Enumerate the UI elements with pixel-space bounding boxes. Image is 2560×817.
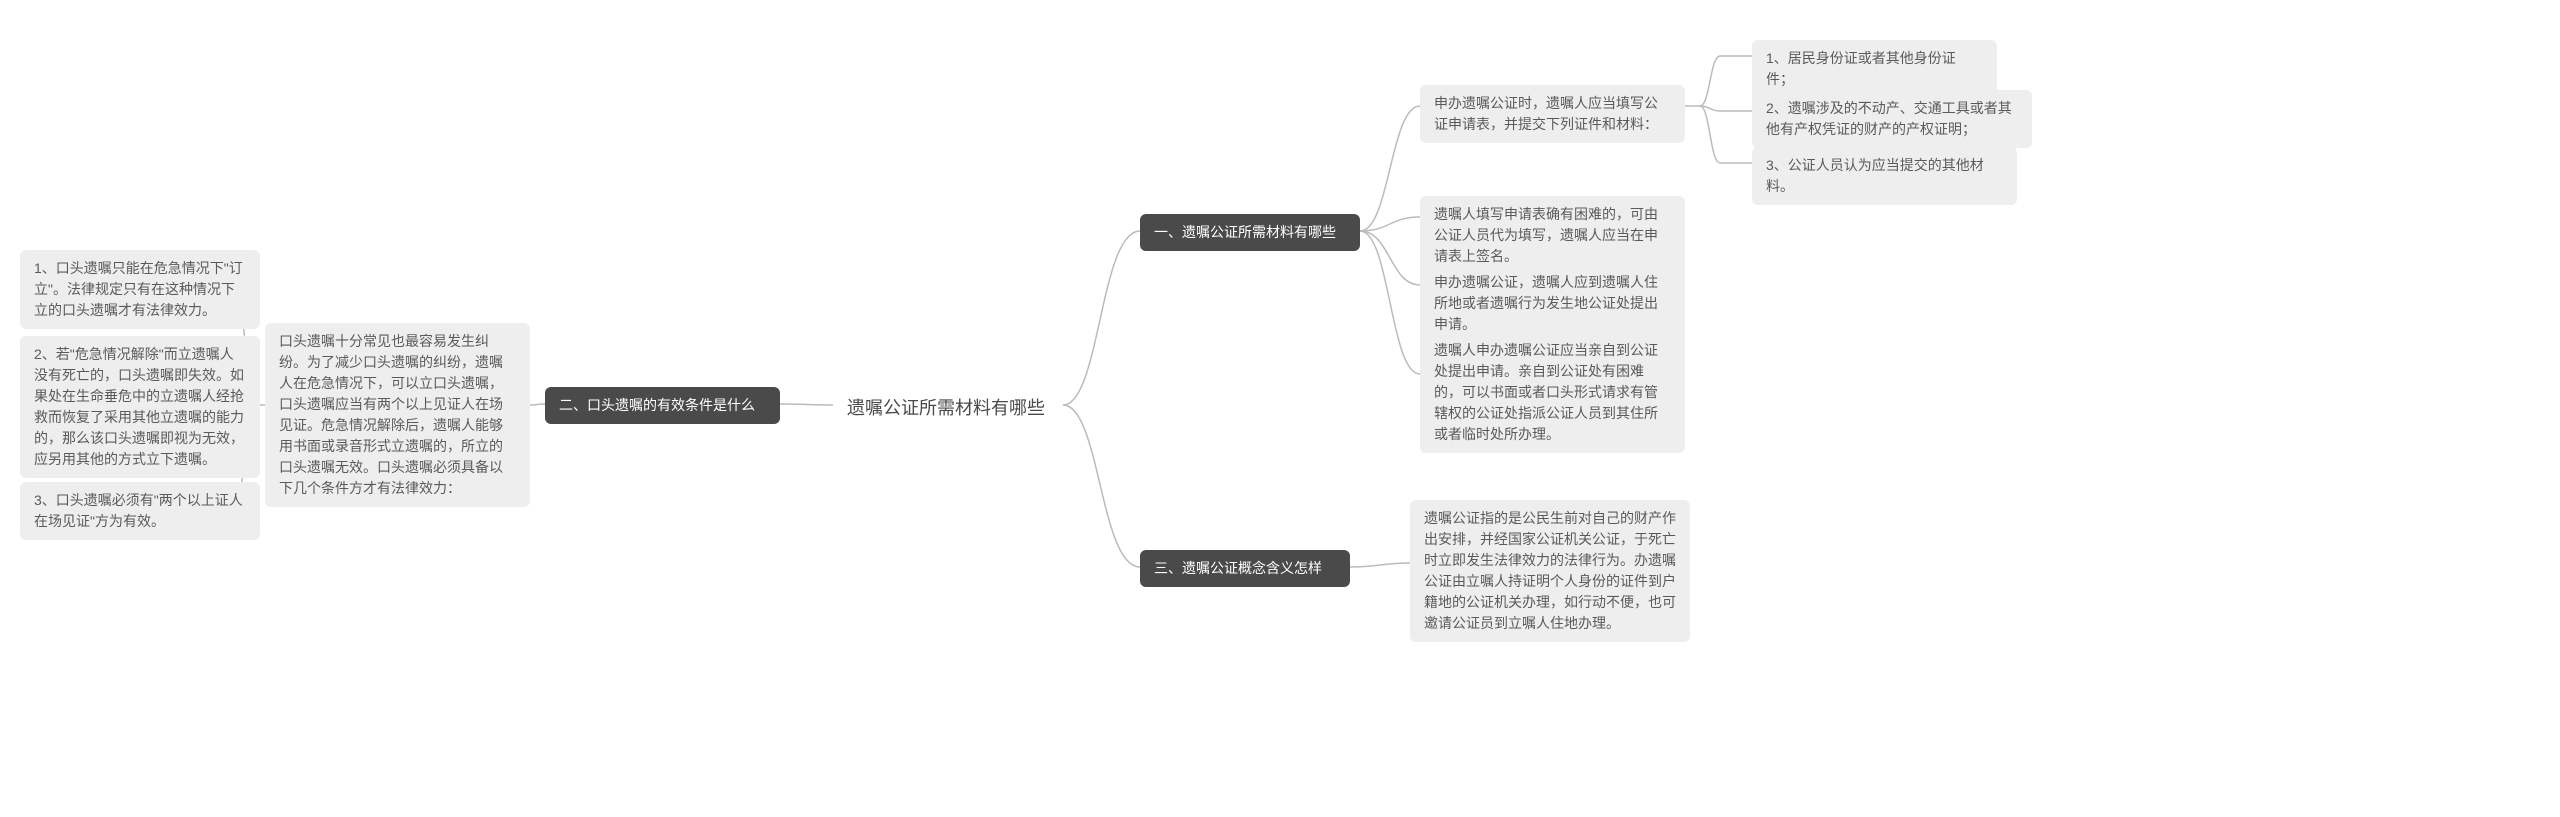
node-r1-1-3: 3、公证人员认为应当提交的其他材料。 xyxy=(1752,147,2017,205)
node-r1-4: 遗嘱人申办遗嘱公证应当亲自到公证处提出申请。亲自到公证处有困难的，可以书面或者口… xyxy=(1420,332,1685,453)
node-l1-1: 1、口头遗嘱只能在危急情况下"订立"。法律规定只有在这种情况下立的口头遗嘱才有法… xyxy=(20,250,260,329)
node-l1-3: 3、口头遗嘱必须有"两个以上证人在场见证"方为有效。 xyxy=(20,482,260,540)
branch-r2: 三、遗嘱公证概念含义怎样 xyxy=(1140,550,1350,587)
node-r2-1: 遗嘱公证指的是公民生前对自己的财产作出安排，并经国家公证机关公证，于死亡时立即发… xyxy=(1410,500,1690,642)
node-r1-1-2: 2、遗嘱涉及的不动产、交通工具或者其他有产权凭证的财产的产权证明； xyxy=(1752,90,2032,148)
node-l1-intro: 口头遗嘱十分常见也最容易发生纠纷。为了减少口头遗嘱的纠纷，遗嘱人在危急情况下，可… xyxy=(265,323,530,507)
branch-r1: 一、遗嘱公证所需材料有哪些 xyxy=(1140,214,1360,251)
branch-l1: 二、口头遗嘱的有效条件是什么 xyxy=(545,387,780,424)
node-r1-1: 申办遗嘱公证时，遗嘱人应当填写公证申请表，并提交下列证件和材料： xyxy=(1420,85,1685,143)
node-l1-2: 2、若"危急情况解除"而立遗嘱人没有死亡的，口头遗嘱即失效。如果处在生命垂危中的… xyxy=(20,336,260,478)
center-node: 遗嘱公证所需材料有哪些 xyxy=(833,387,1063,430)
